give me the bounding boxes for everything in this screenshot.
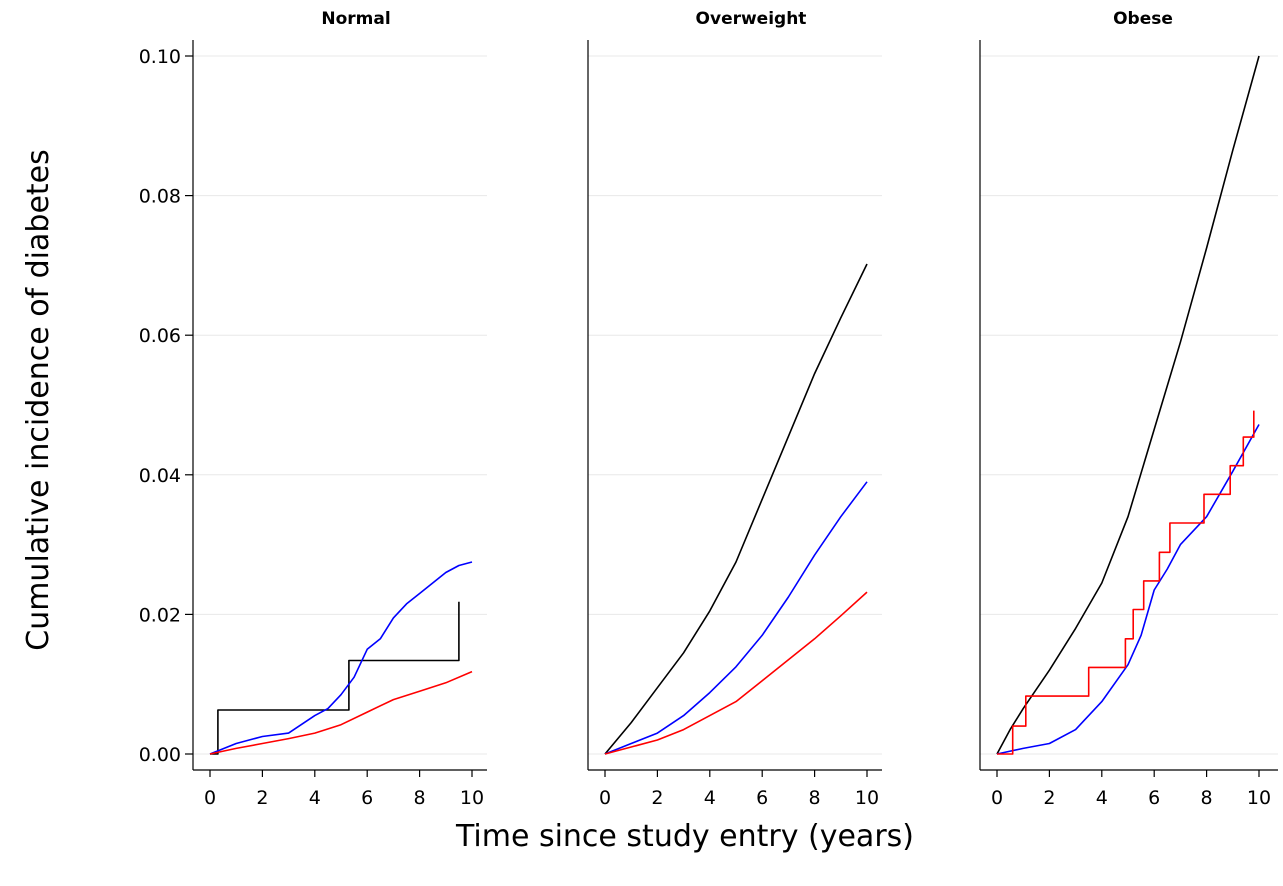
series-line <box>604 263 868 755</box>
x-tick-label: 4 <box>309 787 321 809</box>
y-tick-label: 0.08 <box>139 186 181 208</box>
y-tick-label: 0.00 <box>139 744 181 766</box>
series-line <box>210 601 460 755</box>
y-tick-label: 0.06 <box>139 325 181 347</box>
x-tick-label: 0 <box>204 787 216 809</box>
x-tick-label: 8 <box>809 787 821 809</box>
series-line <box>209 670 473 755</box>
panel-title: Overweight <box>696 9 807 29</box>
x-tick-label: 0 <box>599 787 611 809</box>
series-line <box>209 561 473 755</box>
x-tick-label: 2 <box>1043 787 1055 809</box>
y-tick-label: 0.02 <box>139 604 181 626</box>
panel-title: Obese <box>1113 9 1173 29</box>
x-axis-title: Time since study entry (years) <box>455 819 914 854</box>
x-tick-label: 4 <box>1096 787 1108 809</box>
panel-overweight: Overweight 0 2 4 6 8 10 <box>587 9 882 809</box>
series-line <box>997 410 1255 755</box>
x-tick-label: 10 <box>855 787 879 809</box>
x-tick-label: 4 <box>704 787 716 809</box>
panel-obese: Obese 0 2 4 6 8 10 <box>979 9 1278 809</box>
x-tick-label: 6 <box>1148 787 1160 809</box>
series-line <box>604 481 868 755</box>
x-tick-label: 6 <box>361 787 373 809</box>
x-tick-label: 8 <box>414 787 426 809</box>
x-tick-label: 8 <box>1201 787 1213 809</box>
series-line <box>996 424 1260 755</box>
y-axis-title: Cumulative incidence of diabetes <box>21 149 56 651</box>
panel-title: Normal <box>321 9 390 29</box>
panel-normal: Normal 0.00 0.02 0.04 0.06 0.08 0.10 0 2 4 6 8 10 <box>139 9 487 809</box>
x-tick-label: 10 <box>460 787 484 809</box>
y-tick-label: 0.04 <box>139 465 181 487</box>
y-tick-label: 0.10 <box>139 46 181 68</box>
x-tick-label: 6 <box>756 787 768 809</box>
series-line <box>604 591 868 755</box>
x-tick-label: 2 <box>651 787 663 809</box>
x-tick-label: 0 <box>991 787 1003 809</box>
series-line <box>996 55 1260 755</box>
x-tick-label: 10 <box>1247 787 1271 809</box>
x-tick-label: 2 <box>256 787 268 809</box>
